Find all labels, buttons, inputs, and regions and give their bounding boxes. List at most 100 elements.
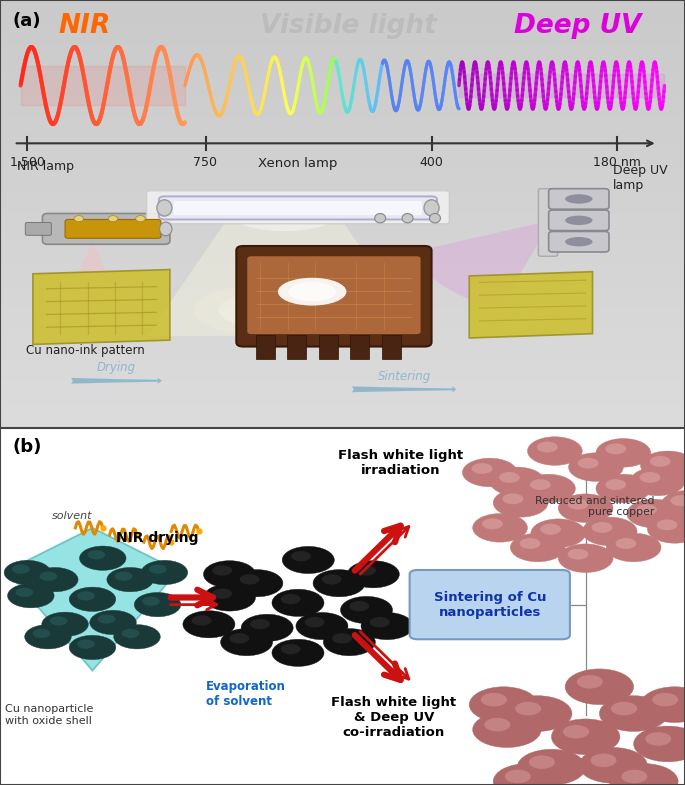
Circle shape [599, 696, 668, 732]
Bar [0, 331, 685, 335]
Bar [0, 271, 685, 275]
Text: Cu nano-ink pattern: Cu nano-ink pattern [26, 345, 145, 357]
Circle shape [521, 474, 575, 503]
Bar [0, 28, 685, 32]
Bar [0, 125, 685, 129]
Circle shape [596, 439, 651, 467]
Circle shape [472, 463, 493, 474]
Circle shape [349, 601, 369, 612]
Bar [0, 217, 685, 221]
Bar [0, 199, 685, 203]
Text: Drying: Drying [97, 361, 136, 374]
Bar [0, 0, 685, 4]
Polygon shape [33, 269, 170, 345]
Circle shape [212, 565, 232, 575]
Bar [0, 392, 685, 396]
Circle shape [652, 693, 678, 706]
Ellipse shape [160, 222, 172, 235]
Bar [0, 68, 685, 71]
Circle shape [657, 520, 677, 531]
Circle shape [645, 732, 671, 746]
Circle shape [90, 611, 136, 634]
Bar [0, 296, 685, 299]
Text: solvent: solvent [51, 511, 92, 520]
Circle shape [671, 495, 685, 506]
Circle shape [240, 575, 260, 585]
Circle shape [469, 687, 538, 722]
Circle shape [510, 533, 565, 562]
Circle shape [520, 538, 540, 549]
Bar [0, 275, 685, 278]
Circle shape [272, 590, 324, 616]
Circle shape [114, 625, 160, 649]
Circle shape [551, 719, 620, 754]
Circle shape [578, 458, 599, 469]
Circle shape [640, 687, 685, 722]
Circle shape [332, 633, 352, 644]
Circle shape [142, 597, 160, 606]
Bar [0, 196, 685, 199]
Circle shape [616, 538, 636, 549]
Bar [0, 14, 685, 18]
Circle shape [12, 564, 29, 574]
Bar [0, 303, 685, 307]
FancyBboxPatch shape [173, 201, 422, 215]
Circle shape [134, 593, 181, 617]
Bar [0, 75, 685, 78]
Bar [0, 307, 685, 310]
Circle shape [322, 575, 342, 585]
Bar [0, 314, 685, 317]
Circle shape [531, 519, 586, 547]
Bar [0, 396, 685, 400]
Circle shape [505, 769, 531, 783]
Circle shape [627, 499, 682, 528]
Ellipse shape [375, 214, 386, 223]
Bar [0, 93, 685, 97]
Bar [0, 160, 685, 164]
Bar [0, 282, 685, 285]
Circle shape [212, 589, 232, 599]
Bar [0, 185, 685, 189]
Bar [0, 57, 685, 60]
Text: Sintering of Cu
nanoparticles: Sintering of Cu nanoparticles [434, 590, 546, 619]
Text: NIR drying: NIR drying [116, 531, 199, 545]
Bar [0, 203, 685, 206]
Bar [0, 239, 685, 243]
Circle shape [108, 216, 118, 221]
Bar [0, 32, 685, 35]
Ellipse shape [278, 278, 347, 305]
Circle shape [347, 560, 399, 588]
Bar [0, 363, 685, 367]
Circle shape [462, 458, 517, 487]
Bar [0, 157, 685, 160]
Polygon shape [147, 216, 421, 336]
Circle shape [527, 436, 582, 466]
Bar [0, 118, 685, 121]
Circle shape [596, 474, 651, 503]
Ellipse shape [288, 282, 336, 301]
Circle shape [272, 639, 324, 666]
Text: (b): (b) [12, 438, 42, 456]
Bar [0, 7, 685, 11]
Bar [382, 335, 401, 359]
Circle shape [503, 696, 572, 732]
Text: 400: 400 [420, 156, 443, 169]
Circle shape [634, 726, 685, 761]
Circle shape [296, 612, 348, 640]
Bar [0, 107, 685, 111]
Text: (a): (a) [12, 12, 41, 30]
Text: 1,500: 1,500 [10, 156, 45, 169]
Bar [0, 385, 685, 389]
Circle shape [499, 472, 520, 483]
Bar [0, 328, 685, 331]
Bar [0, 289, 685, 292]
Ellipse shape [424, 200, 439, 216]
Circle shape [473, 513, 527, 542]
Bar [0, 346, 685, 349]
Circle shape [661, 491, 685, 519]
Bar [0, 167, 685, 171]
Bar [0, 243, 685, 246]
Bar [0, 78, 685, 82]
FancyBboxPatch shape [159, 196, 437, 220]
Bar [0, 86, 685, 89]
